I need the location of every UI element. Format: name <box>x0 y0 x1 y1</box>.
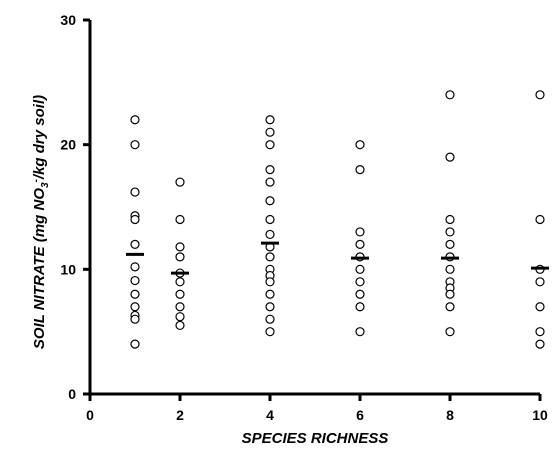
y-axis-title-sup: - <box>31 178 42 182</box>
data-point <box>265 177 275 187</box>
data-point <box>265 140 275 150</box>
data-point <box>445 264 455 274</box>
data-point <box>265 165 275 175</box>
data-point <box>130 214 140 225</box>
data-point <box>535 302 545 312</box>
data-point <box>130 262 140 272</box>
data-point <box>130 275 140 286</box>
data-point <box>130 187 140 197</box>
data-point <box>355 227 365 237</box>
chart-marks <box>126 90 549 349</box>
data-point <box>265 252 275 262</box>
x-tick-label: 6 <box>356 407 364 423</box>
data-point <box>175 214 185 225</box>
data-point <box>130 314 140 324</box>
data-point <box>175 242 185 252</box>
data-point <box>445 227 455 237</box>
y-tick-label: 30 <box>60 12 76 28</box>
data-point <box>355 264 365 274</box>
y-axis-title-tail: /kg dry soil) <box>31 95 48 180</box>
data-point <box>265 229 275 240</box>
data-point <box>175 302 185 312</box>
x-tick-label: 4 <box>266 407 274 423</box>
data-point <box>355 289 365 299</box>
data-point <box>355 327 365 337</box>
data-point <box>265 214 275 225</box>
chart-axes <box>88 20 540 396</box>
x-axis-title: SPECIES RICHNESS <box>242 430 389 447</box>
data-point <box>265 196 275 206</box>
data-point <box>355 239 365 249</box>
data-point <box>175 289 185 299</box>
data-point <box>175 252 185 262</box>
x-tick-label: 2 <box>176 407 184 423</box>
y-tick-label: 20 <box>60 137 76 153</box>
data-point <box>265 115 275 125</box>
data-point <box>535 90 545 100</box>
data-point <box>175 312 185 322</box>
data-point <box>265 327 275 337</box>
data-point <box>445 239 455 249</box>
x-tick-label: 0 <box>86 407 94 423</box>
data-point <box>130 302 140 312</box>
data-point <box>355 302 365 312</box>
data-point <box>445 302 455 312</box>
data-point <box>445 214 455 225</box>
data-point <box>130 115 140 125</box>
data-point <box>445 90 455 100</box>
data-point <box>355 277 365 287</box>
data-point <box>175 277 185 287</box>
data-point <box>265 289 275 299</box>
data-point <box>535 339 545 349</box>
data-point <box>175 177 185 187</box>
data-point <box>445 289 455 299</box>
x-tick-label: 10 <box>532 407 548 423</box>
data-point <box>175 320 185 331</box>
data-point <box>535 214 545 225</box>
data-point <box>130 239 140 249</box>
data-point <box>130 339 140 349</box>
data-point <box>265 277 275 287</box>
y-axis-title-main: SOIL NITRATE (mg NO <box>31 188 48 349</box>
data-point <box>355 140 365 150</box>
y-tick-label: 0 <box>68 386 76 402</box>
y-axis-title-sub: 3 <box>40 182 51 188</box>
x-tick-label: 8 <box>446 407 454 423</box>
data-point <box>265 314 275 324</box>
chart-ticks: 0 10 20 30 0 2 4 6 8 10 <box>60 12 548 423</box>
data-point <box>130 140 140 150</box>
data-point <box>445 327 455 337</box>
y-axis-title: SOIL NITRATE (mg NO3-/kg dry soil) <box>31 95 51 349</box>
data-point <box>445 152 455 162</box>
data-point <box>130 289 140 299</box>
y-tick-label: 10 <box>60 261 76 277</box>
data-point <box>265 302 275 312</box>
data-point <box>355 165 365 175</box>
data-point <box>265 127 275 137</box>
data-point <box>535 277 545 287</box>
data-point <box>535 327 545 337</box>
